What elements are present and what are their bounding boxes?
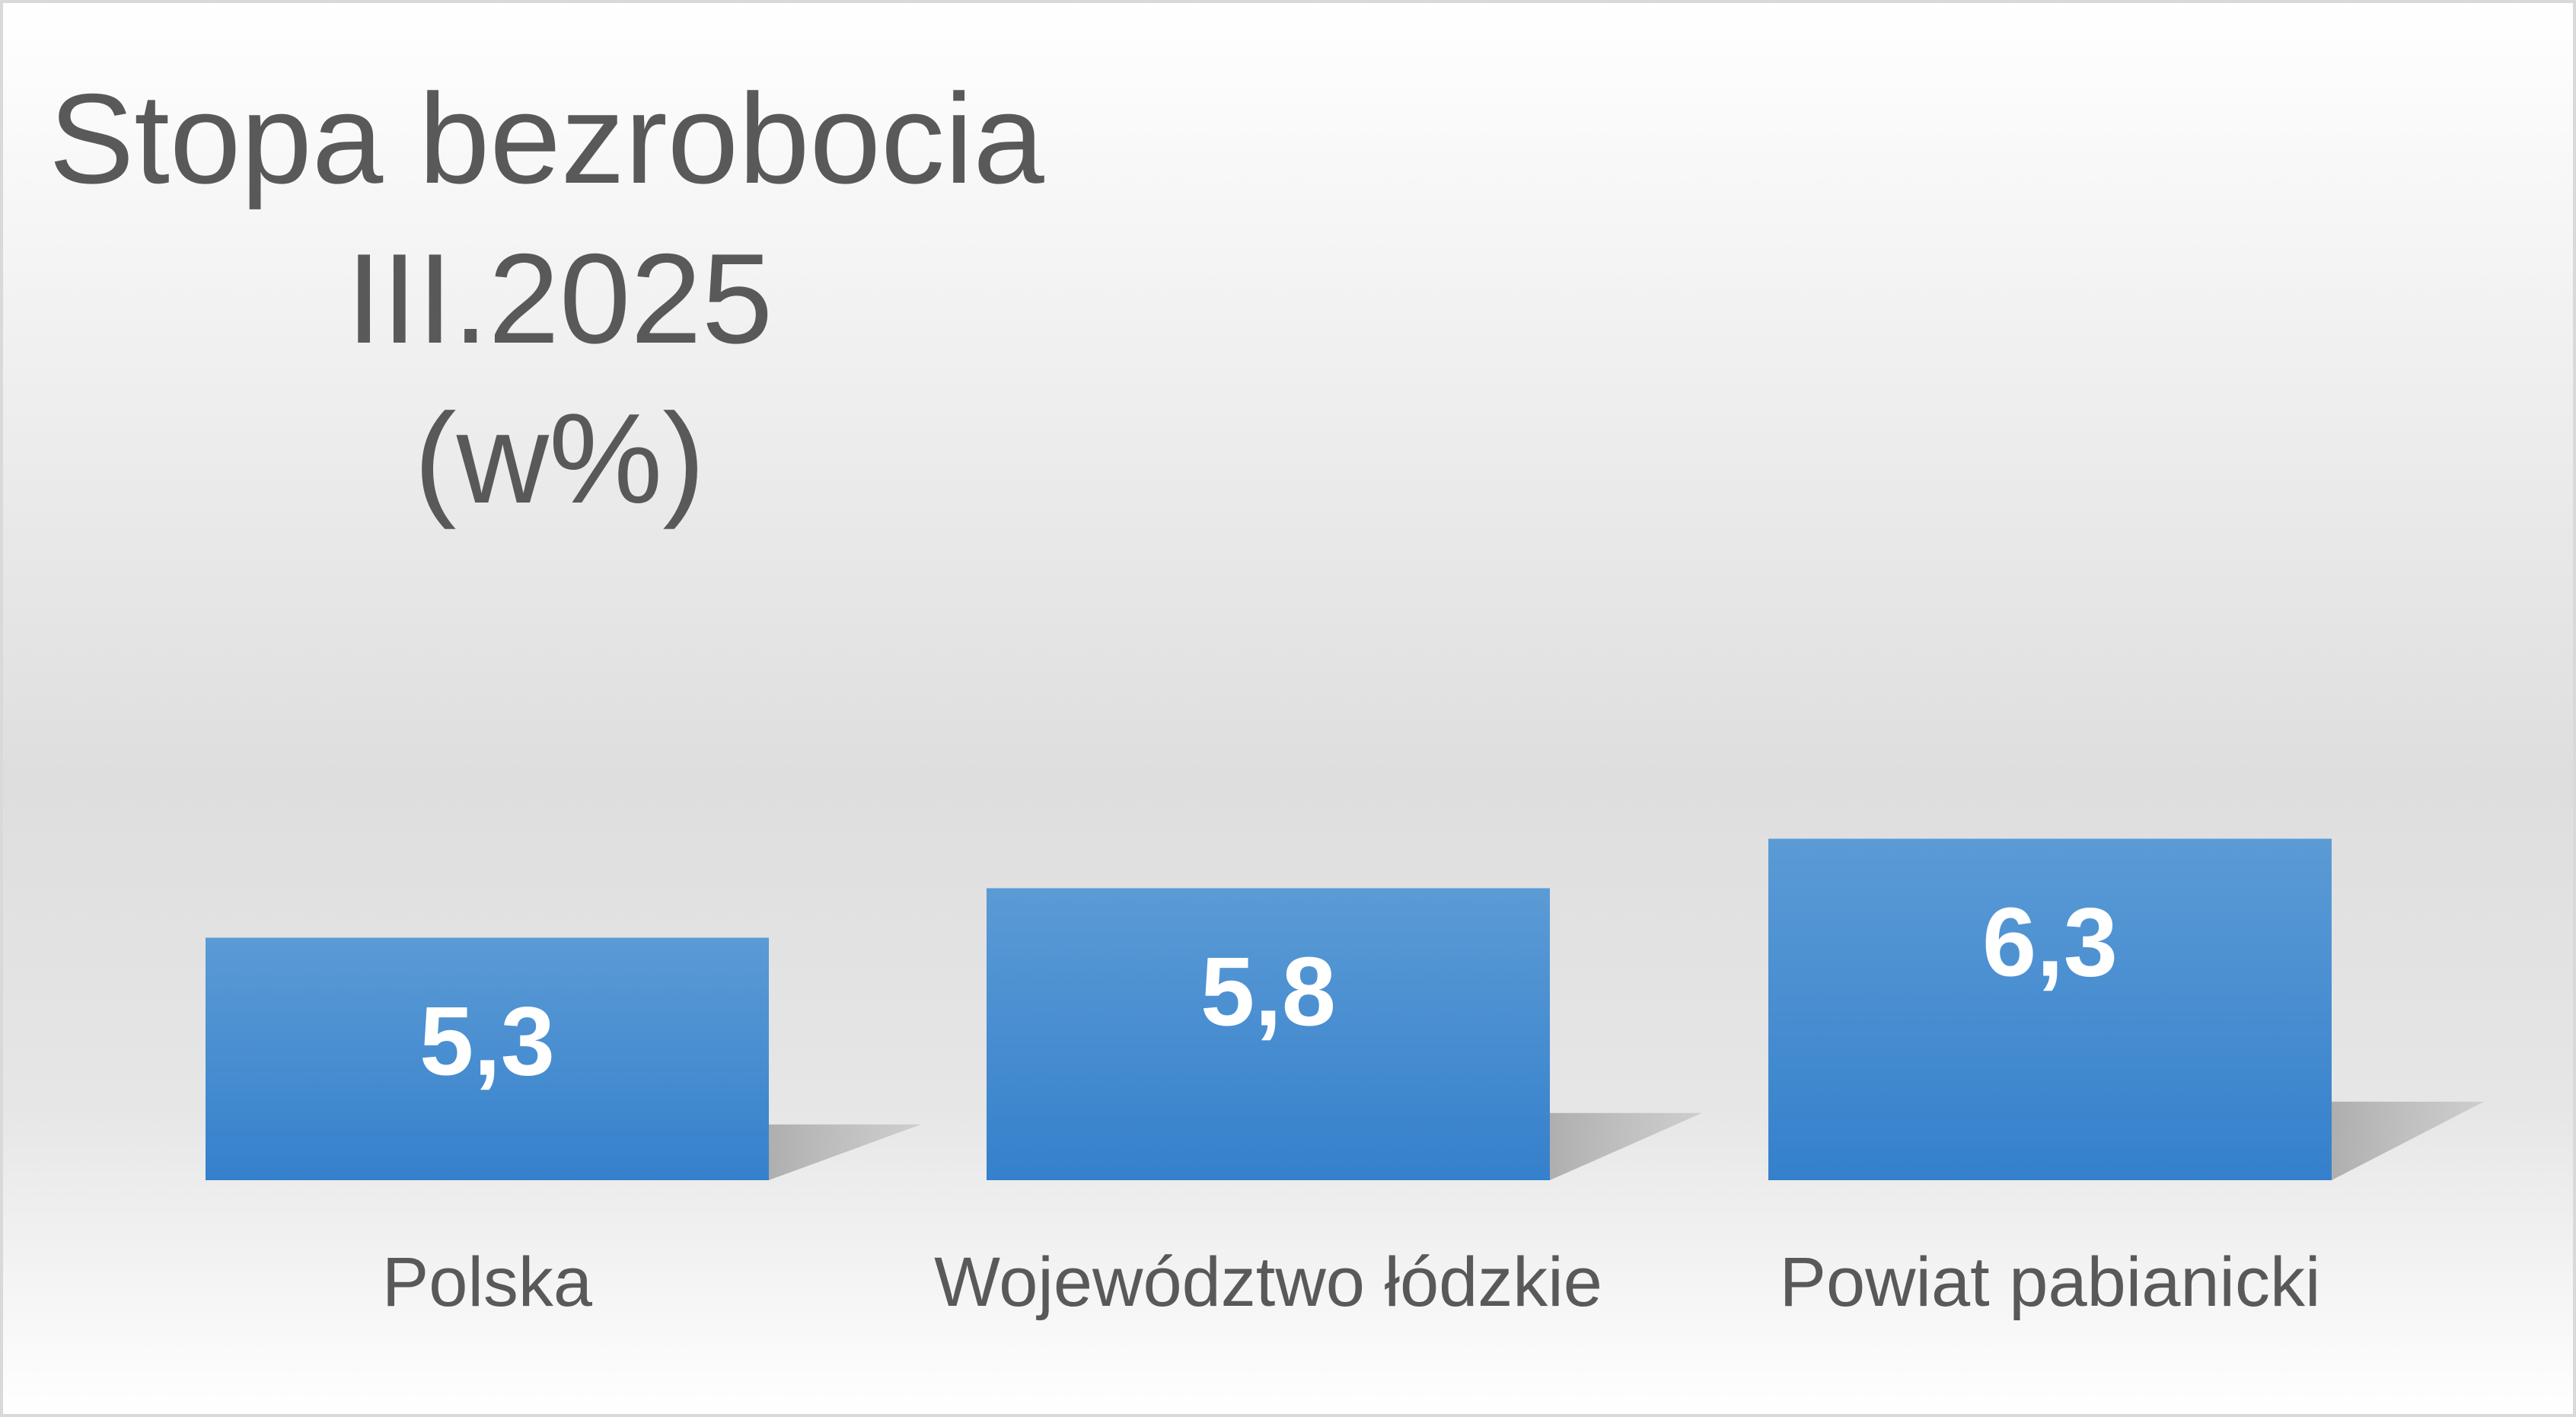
value-labels: 5,3 5,8 6,3 (419, 889, 2118, 1096)
bar-shadow (769, 1124, 921, 1180)
title-line-2: III.2025 (346, 227, 773, 370)
bar-shadows (769, 1101, 2484, 1180)
bar-2 (1768, 838, 2332, 1180)
chart-title: Stopa bezrobocia III.2025 (w%) (49, 67, 1044, 530)
category-label-0: Polska (382, 1243, 593, 1321)
category-labels: Polska Województwo łódzkie Powiat pabianic… (382, 1243, 2320, 1321)
title-line-3: (w%) (414, 387, 706, 530)
bar-shadow (1550, 1112, 1702, 1180)
bars (206, 838, 2332, 1180)
category-label-1: Województwo łódzkie (934, 1243, 1602, 1321)
bar-1 (987, 888, 1550, 1180)
bar-0 (206, 937, 769, 1180)
value-label-2: 6,3 (1982, 889, 2118, 997)
value-label-1: 5,8 (1200, 938, 1336, 1047)
bar-shadow (2332, 1101, 2484, 1180)
title-line-1: Stopa bezrobocia (49, 67, 1044, 210)
value-label-0: 5,3 (419, 988, 555, 1096)
category-label-2: Powiat pabianicki (1780, 1243, 2321, 1321)
